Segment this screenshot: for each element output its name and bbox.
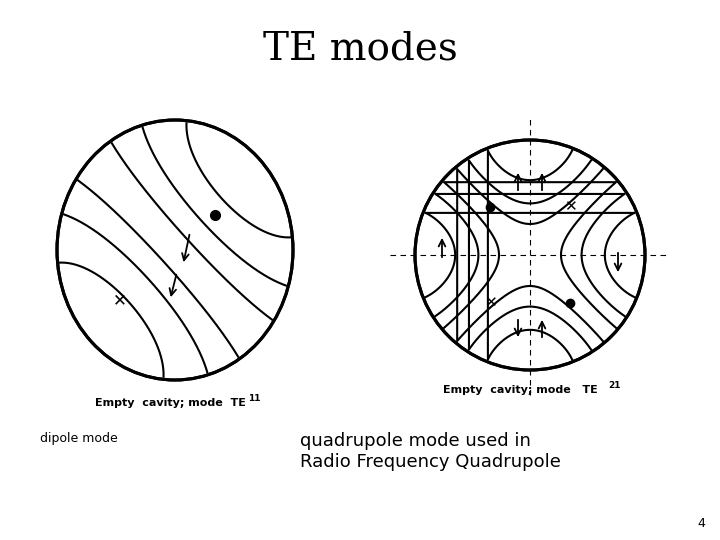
Text: ✕: ✕ <box>113 291 127 309</box>
Text: 4: 4 <box>697 517 705 530</box>
Text: 11: 11 <box>248 394 261 403</box>
Text: ✕: ✕ <box>484 295 496 310</box>
Text: Empty  cavity; mode  TE: Empty cavity; mode TE <box>94 398 246 408</box>
Text: dipole mode: dipole mode <box>40 432 118 445</box>
Text: TE modes: TE modes <box>263 30 457 67</box>
Text: Empty  cavity; mode   TE: Empty cavity; mode TE <box>443 385 598 395</box>
Text: quadrupole mode used in
Radio Frequency Quadrupole: quadrupole mode used in Radio Frequency … <box>300 432 561 471</box>
Text: 21: 21 <box>608 381 621 390</box>
Text: ✕: ✕ <box>564 199 577 214</box>
